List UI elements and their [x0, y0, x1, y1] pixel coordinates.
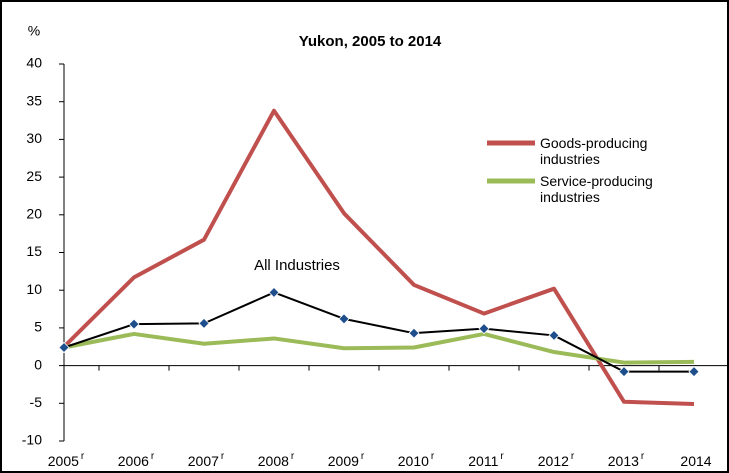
x-tick-superscript: r	[81, 451, 85, 462]
y-tick-label: 35	[26, 92, 42, 108]
x-tick-label: 2011 r	[468, 451, 504, 469]
y-tick-label: 10	[26, 281, 42, 297]
x-tick-superscript: r	[431, 451, 435, 462]
x-tick-superscript: r	[291, 451, 295, 462]
chart-title: Yukon, 2005 to 2014	[299, 33, 442, 50]
x-tick-label: 2007 r	[188, 451, 225, 469]
point-marker	[128, 318, 140, 330]
legend-label: Goods-producing industries	[540, 135, 648, 167]
x-tick-year: 2013	[608, 453, 639, 469]
point-marker	[478, 323, 490, 335]
y-tick-label: 20	[26, 206, 42, 222]
x-tick-year: 2005	[48, 453, 79, 469]
series-line	[62, 108, 695, 407]
x-tick-superscript: r	[151, 451, 155, 462]
point-marker	[338, 313, 350, 325]
x-tick-year: 2011	[468, 453, 498, 469]
x-tick-label: 2008 r	[258, 451, 295, 469]
legend-label: Service-producing industries	[540, 173, 653, 205]
point-marker	[548, 329, 560, 342]
x-tick-label: 2014	[680, 453, 711, 469]
x-tick-year: 2014	[680, 453, 711, 469]
x-tick-year: 2010	[398, 453, 429, 469]
point-marker	[198, 317, 210, 329]
x-tick-label: 2010 r	[398, 451, 435, 469]
x-tick-label: 2012 r	[538, 451, 575, 469]
point-marker	[618, 366, 630, 378]
x-tick-label: 2005 r	[48, 451, 85, 469]
x-tick-year: 2006	[118, 453, 149, 469]
point-marker	[408, 327, 420, 339]
y-tick-label: -5	[30, 394, 43, 410]
x-tick-superscript: r	[641, 451, 645, 462]
x-tick-year: 2007	[188, 453, 219, 469]
x-tick-label: 2013 r	[608, 451, 645, 469]
x-tick-superscript: r	[571, 451, 575, 462]
x-tick-label: 2006 r	[118, 451, 155, 469]
x-tick-superscript: r	[221, 451, 225, 462]
point-marker	[58, 341, 70, 354]
x-tick-superscript: r	[500, 451, 504, 462]
annotation: All Industries	[254, 257, 340, 274]
y-tick-label: 0	[34, 356, 42, 372]
y-unit: %	[28, 23, 40, 39]
x-tick-year: 2008	[258, 453, 289, 469]
series-line	[63, 291, 694, 373]
y-tick-label: 30	[26, 130, 42, 146]
y-tick-label: 5	[34, 319, 42, 335]
x-tick-year: 2009	[328, 453, 359, 469]
y-tick-label: -10	[22, 432, 42, 448]
y-tick-label: 15	[26, 243, 42, 259]
y-tick-label: 40	[26, 55, 42, 71]
point-marker	[688, 366, 700, 378]
point-marker	[268, 286, 280, 299]
x-tick-year: 2012	[538, 453, 569, 469]
x-tick-superscript: r	[361, 451, 365, 462]
x-tick-label: 2009 r	[328, 451, 365, 469]
y-tick-label: 25	[26, 168, 42, 184]
series-line	[63, 331, 695, 365]
